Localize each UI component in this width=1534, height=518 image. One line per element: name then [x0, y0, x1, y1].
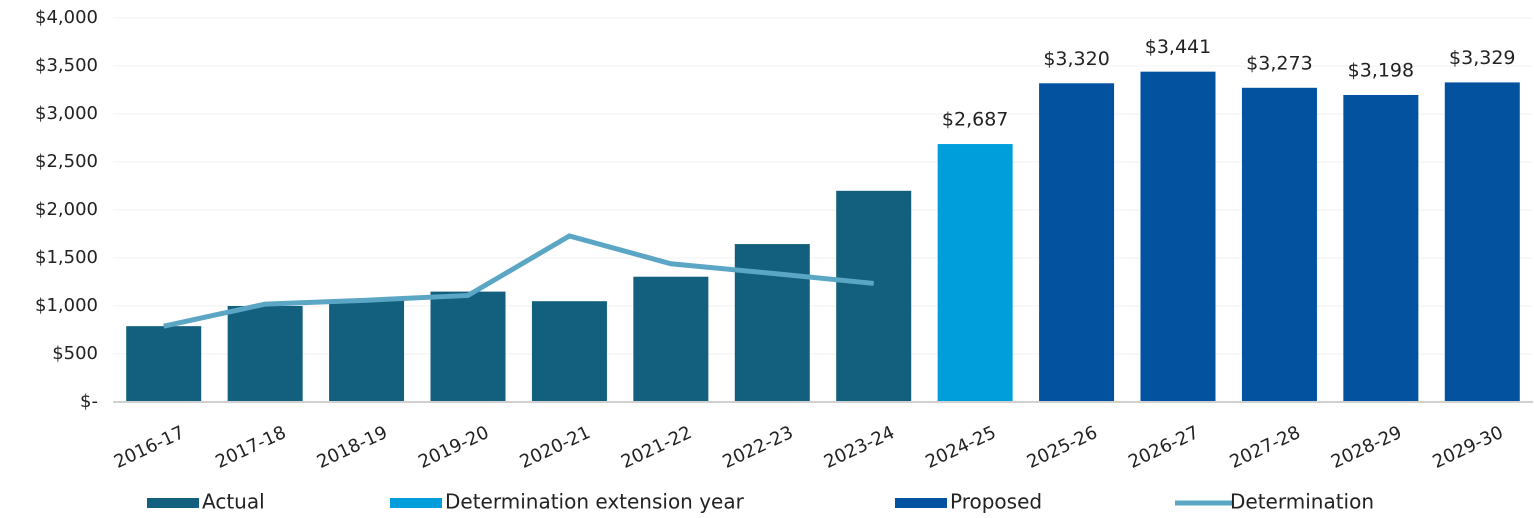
x-tick-label: 2025-26 [1024, 422, 1101, 473]
bar [1140, 71, 1216, 402]
bar [430, 291, 506, 402]
y-tick-label: $500 [52, 343, 98, 364]
legend-swatch [895, 498, 947, 508]
bar [227, 306, 303, 402]
x-tick-label: 2019-20 [415, 422, 492, 473]
y-tick-label: $- [80, 391, 98, 412]
legend-label: Actual [202, 490, 265, 514]
x-tick-label: 2017-18 [212, 422, 289, 473]
bar [1039, 83, 1115, 402]
bar [531, 301, 607, 402]
y-tick-label: $4,000 [35, 7, 98, 28]
y-tick-label: $2,500 [35, 151, 98, 172]
data-label: $3,198 [1348, 59, 1414, 81]
legend-label: Determination [1230, 490, 1374, 514]
bar [633, 276, 709, 402]
bar [126, 326, 202, 402]
y-tick-label: $1,500 [35, 247, 98, 268]
x-tick-label: 2023-24 [821, 422, 898, 473]
bar [734, 244, 810, 402]
bar [1444, 82, 1520, 402]
x-tick-label: 2020-21 [517, 422, 594, 473]
bar [1241, 87, 1317, 403]
data-label: $3,441 [1145, 36, 1211, 58]
y-tick-label: $3,000 [35, 103, 98, 124]
legend-label: Proposed [950, 490, 1042, 514]
data-label: $3,329 [1449, 47, 1515, 69]
x-tick-label: 2022-23 [719, 422, 796, 473]
bar [836, 190, 912, 402]
legend-swatch [147, 498, 199, 508]
legend-label: Determination extension year [445, 490, 745, 514]
legend-swatch [390, 498, 442, 508]
x-tick-label: 2026-27 [1125, 422, 1202, 473]
y-tick-label: $3,500 [35, 55, 98, 76]
data-label: $3,273 [1246, 52, 1312, 74]
x-tick-label: 2028-29 [1328, 422, 1405, 473]
x-tick-label: 2016-17 [111, 422, 188, 473]
bar [937, 144, 1013, 402]
x-tick-label: 2018-19 [314, 422, 391, 473]
line [163, 233, 874, 329]
x-tick-label: 2021-22 [618, 422, 695, 473]
bar [329, 300, 405, 402]
x-tick-label: 2024-25 [922, 422, 999, 473]
data-label: $2,687 [942, 109, 1008, 131]
y-tick-label: $1,000 [35, 295, 98, 316]
bar [1343, 94, 1419, 402]
x-tick-label: 2029-30 [1429, 422, 1506, 473]
data-label: $3,320 [1043, 48, 1109, 70]
x-tick-label: 2027-28 [1227, 422, 1304, 473]
y-tick-label: $2,000 [35, 199, 98, 220]
